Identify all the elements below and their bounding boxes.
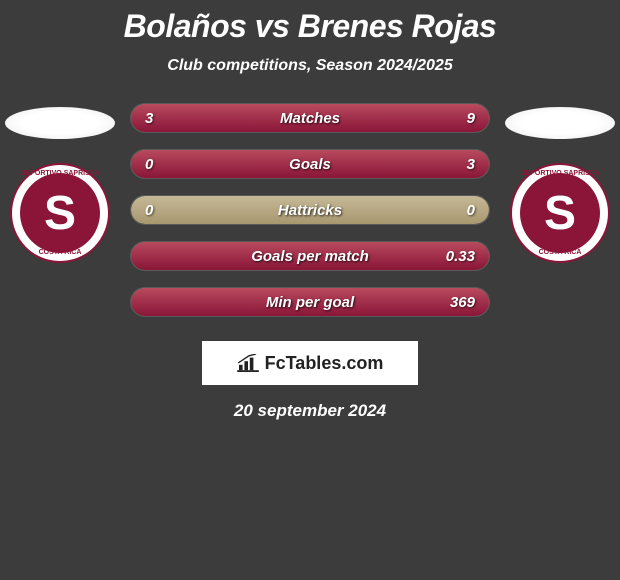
stat-label: Min per goal <box>266 294 354 311</box>
player2-name: Brenes Rojas <box>298 8 497 44</box>
content-row: DEPORTIVO SAPRISSA S COSTA RICA 3 Matches… <box>0 103 620 333</box>
brand-box[interactable]: FcTables.com <box>202 341 418 385</box>
club-ring-bottom: COSTA RICA <box>39 249 82 256</box>
stat-value-right: 0.33 <box>446 248 475 265</box>
stat-value-left: 3 <box>145 110 153 127</box>
bar-chart-icon <box>237 354 259 372</box>
brand-text: FcTables.com <box>265 353 384 374</box>
stat-bar: 0 Goals 3 <box>130 149 490 179</box>
stat-label: Goals <box>289 156 331 173</box>
club-ring-top: DEPORTIVO SAPRISSA <box>21 170 100 177</box>
player1-club-badge: DEPORTIVO SAPRISSA S COSTA RICA <box>10 163 110 263</box>
stat-value-right: 3 <box>467 156 475 173</box>
stat-value-right: 0 <box>467 202 475 219</box>
page-title: Bolaños vs Brenes Rojas <box>0 8 620 45</box>
comparison-card: Bolaños vs Brenes Rojas Club competition… <box>0 0 620 421</box>
stat-label: Hattricks <box>278 202 342 219</box>
stat-fill-right <box>221 104 490 132</box>
stat-bar: 0 Hattricks 0 <box>130 195 490 225</box>
stat-bar: Goals per match 0.33 <box>130 241 490 271</box>
player2-club-badge: DEPORTIVO SAPRISSA S COSTA RICA <box>510 163 610 263</box>
club-ring-bottom: COSTA RICA <box>539 249 582 256</box>
left-side: DEPORTIVO SAPRISSA S COSTA RICA <box>0 103 120 263</box>
club-letter: S <box>20 173 100 253</box>
stat-label: Matches <box>280 110 340 127</box>
vs-separator: vs <box>255 8 290 44</box>
date-label: 20 september 2024 <box>0 401 620 421</box>
subtitle: Club competitions, Season 2024/2025 <box>0 57 620 75</box>
stat-bar: Min per goal 369 <box>130 287 490 317</box>
player1-name: Bolaños <box>124 8 247 44</box>
player1-avatar-placeholder <box>5 107 115 139</box>
stat-label: Goals per match <box>251 248 369 265</box>
stat-value-right: 369 <box>450 294 475 311</box>
stats-column: 3 Matches 9 0 Goals 3 0 Hattricks 0 Goals per mat… <box>120 103 500 333</box>
stat-value-left: 0 <box>145 156 153 173</box>
stat-bar: 3 Matches 9 <box>130 103 490 133</box>
right-side: DEPORTIVO SAPRISSA S COSTA RICA <box>500 103 620 263</box>
stat-value-left: 0 <box>145 202 153 219</box>
player2-avatar-placeholder <box>505 107 615 139</box>
stat-value-right: 9 <box>467 110 475 127</box>
club-ring-top: DEPORTIVO SAPRISSA <box>521 170 600 177</box>
club-letter: S <box>520 173 600 253</box>
